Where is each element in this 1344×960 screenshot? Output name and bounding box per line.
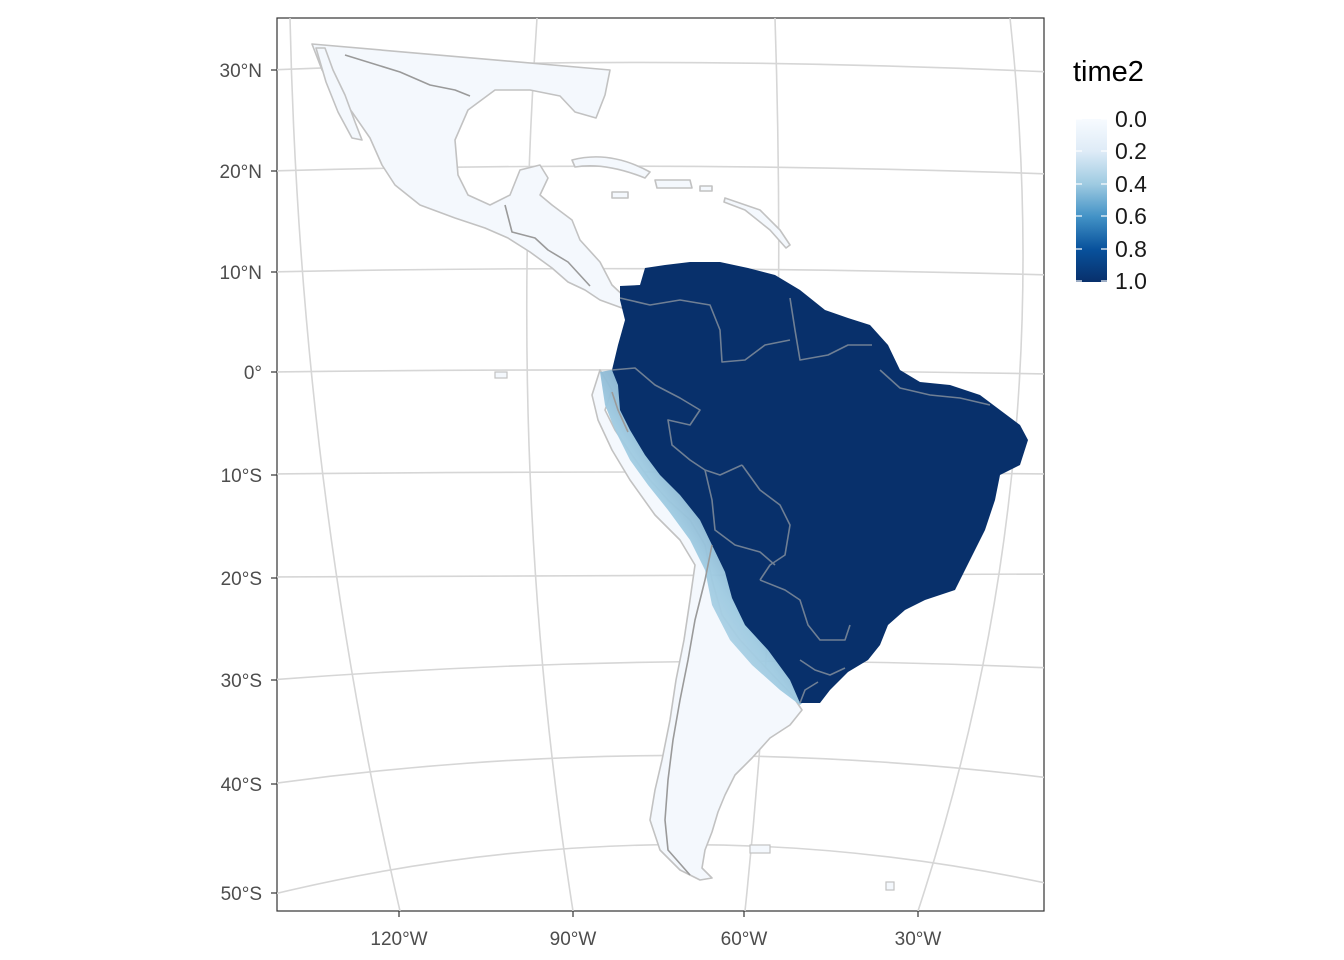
longitude-ticks <box>398 911 919 917</box>
lat-label: 20°N <box>220 162 262 183</box>
border-mexico-us <box>344 54 471 97</box>
lat-label: 20°S <box>221 569 262 590</box>
legend: time2 0.0 0.2 0.4 0.6 0.8 1.0 <box>1073 56 1147 294</box>
legend-label: 0.6 <box>1115 203 1147 229</box>
lon-label: 120°W <box>370 929 427 950</box>
longitude-labels: 120°W 90°W 60°W 30°W <box>370 929 941 950</box>
legend-label: 0.2 <box>1115 138 1147 164</box>
legend-label: 0.0 <box>1115 106 1147 132</box>
meridian-120w <box>289 18 401 911</box>
parallel-30s <box>277 660 1044 681</box>
legend-title: time2 <box>1073 56 1144 88</box>
meridian-30w <box>917 18 1024 911</box>
legend-label: 1.0 <box>1115 268 1147 294</box>
high-time2-region <box>612 262 1028 703</box>
lat-label: 0° <box>244 363 262 384</box>
lat-label: 40°S <box>221 775 262 796</box>
south-america-borders <box>611 297 991 704</box>
lat-label: 50°S <box>221 884 262 905</box>
lat-label: 10°N <box>220 263 262 284</box>
parallel-20n <box>277 165 1044 175</box>
southern-borders <box>611 391 713 876</box>
islands <box>494 371 895 891</box>
baja-california <box>315 47 363 141</box>
meridian-90w <box>525 18 574 911</box>
caribbean-islands <box>571 156 791 249</box>
legend-colorbar <box>1076 119 1107 282</box>
latitude-labels: 30°N 20°N 10°N 0° 10°S 20°S 30°S 40°S 50… <box>220 61 262 905</box>
lat-label: 10°S <box>221 466 262 487</box>
lon-label: 30°W <box>895 929 942 950</box>
graticule-meridians <box>289 18 1024 911</box>
legend-label: 0.8 <box>1115 236 1147 262</box>
lon-label: 60°W <box>721 929 768 950</box>
lat-label: 30°N <box>220 61 262 82</box>
legend-label: 0.4 <box>1115 171 1147 197</box>
latitude-ticks <box>271 69 277 894</box>
parallel-40s <box>277 754 1044 784</box>
mexico-central-america <box>311 43 629 309</box>
lon-label: 90°W <box>550 929 597 950</box>
border-central-america <box>504 204 591 287</box>
lat-label: 30°S <box>221 671 262 692</box>
